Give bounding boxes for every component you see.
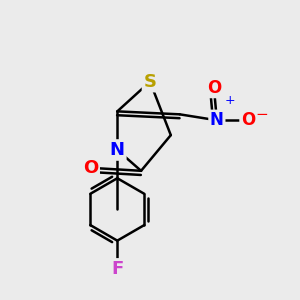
Text: N: N	[110, 141, 125, 159]
Text: F: F	[111, 260, 123, 278]
Text: S: S	[143, 73, 157, 91]
Text: N: N	[210, 111, 224, 129]
Text: O: O	[83, 159, 98, 177]
Text: O: O	[207, 79, 221, 97]
Text: O: O	[241, 111, 255, 129]
Text: +: +	[225, 94, 236, 107]
Text: −: −	[255, 107, 268, 122]
